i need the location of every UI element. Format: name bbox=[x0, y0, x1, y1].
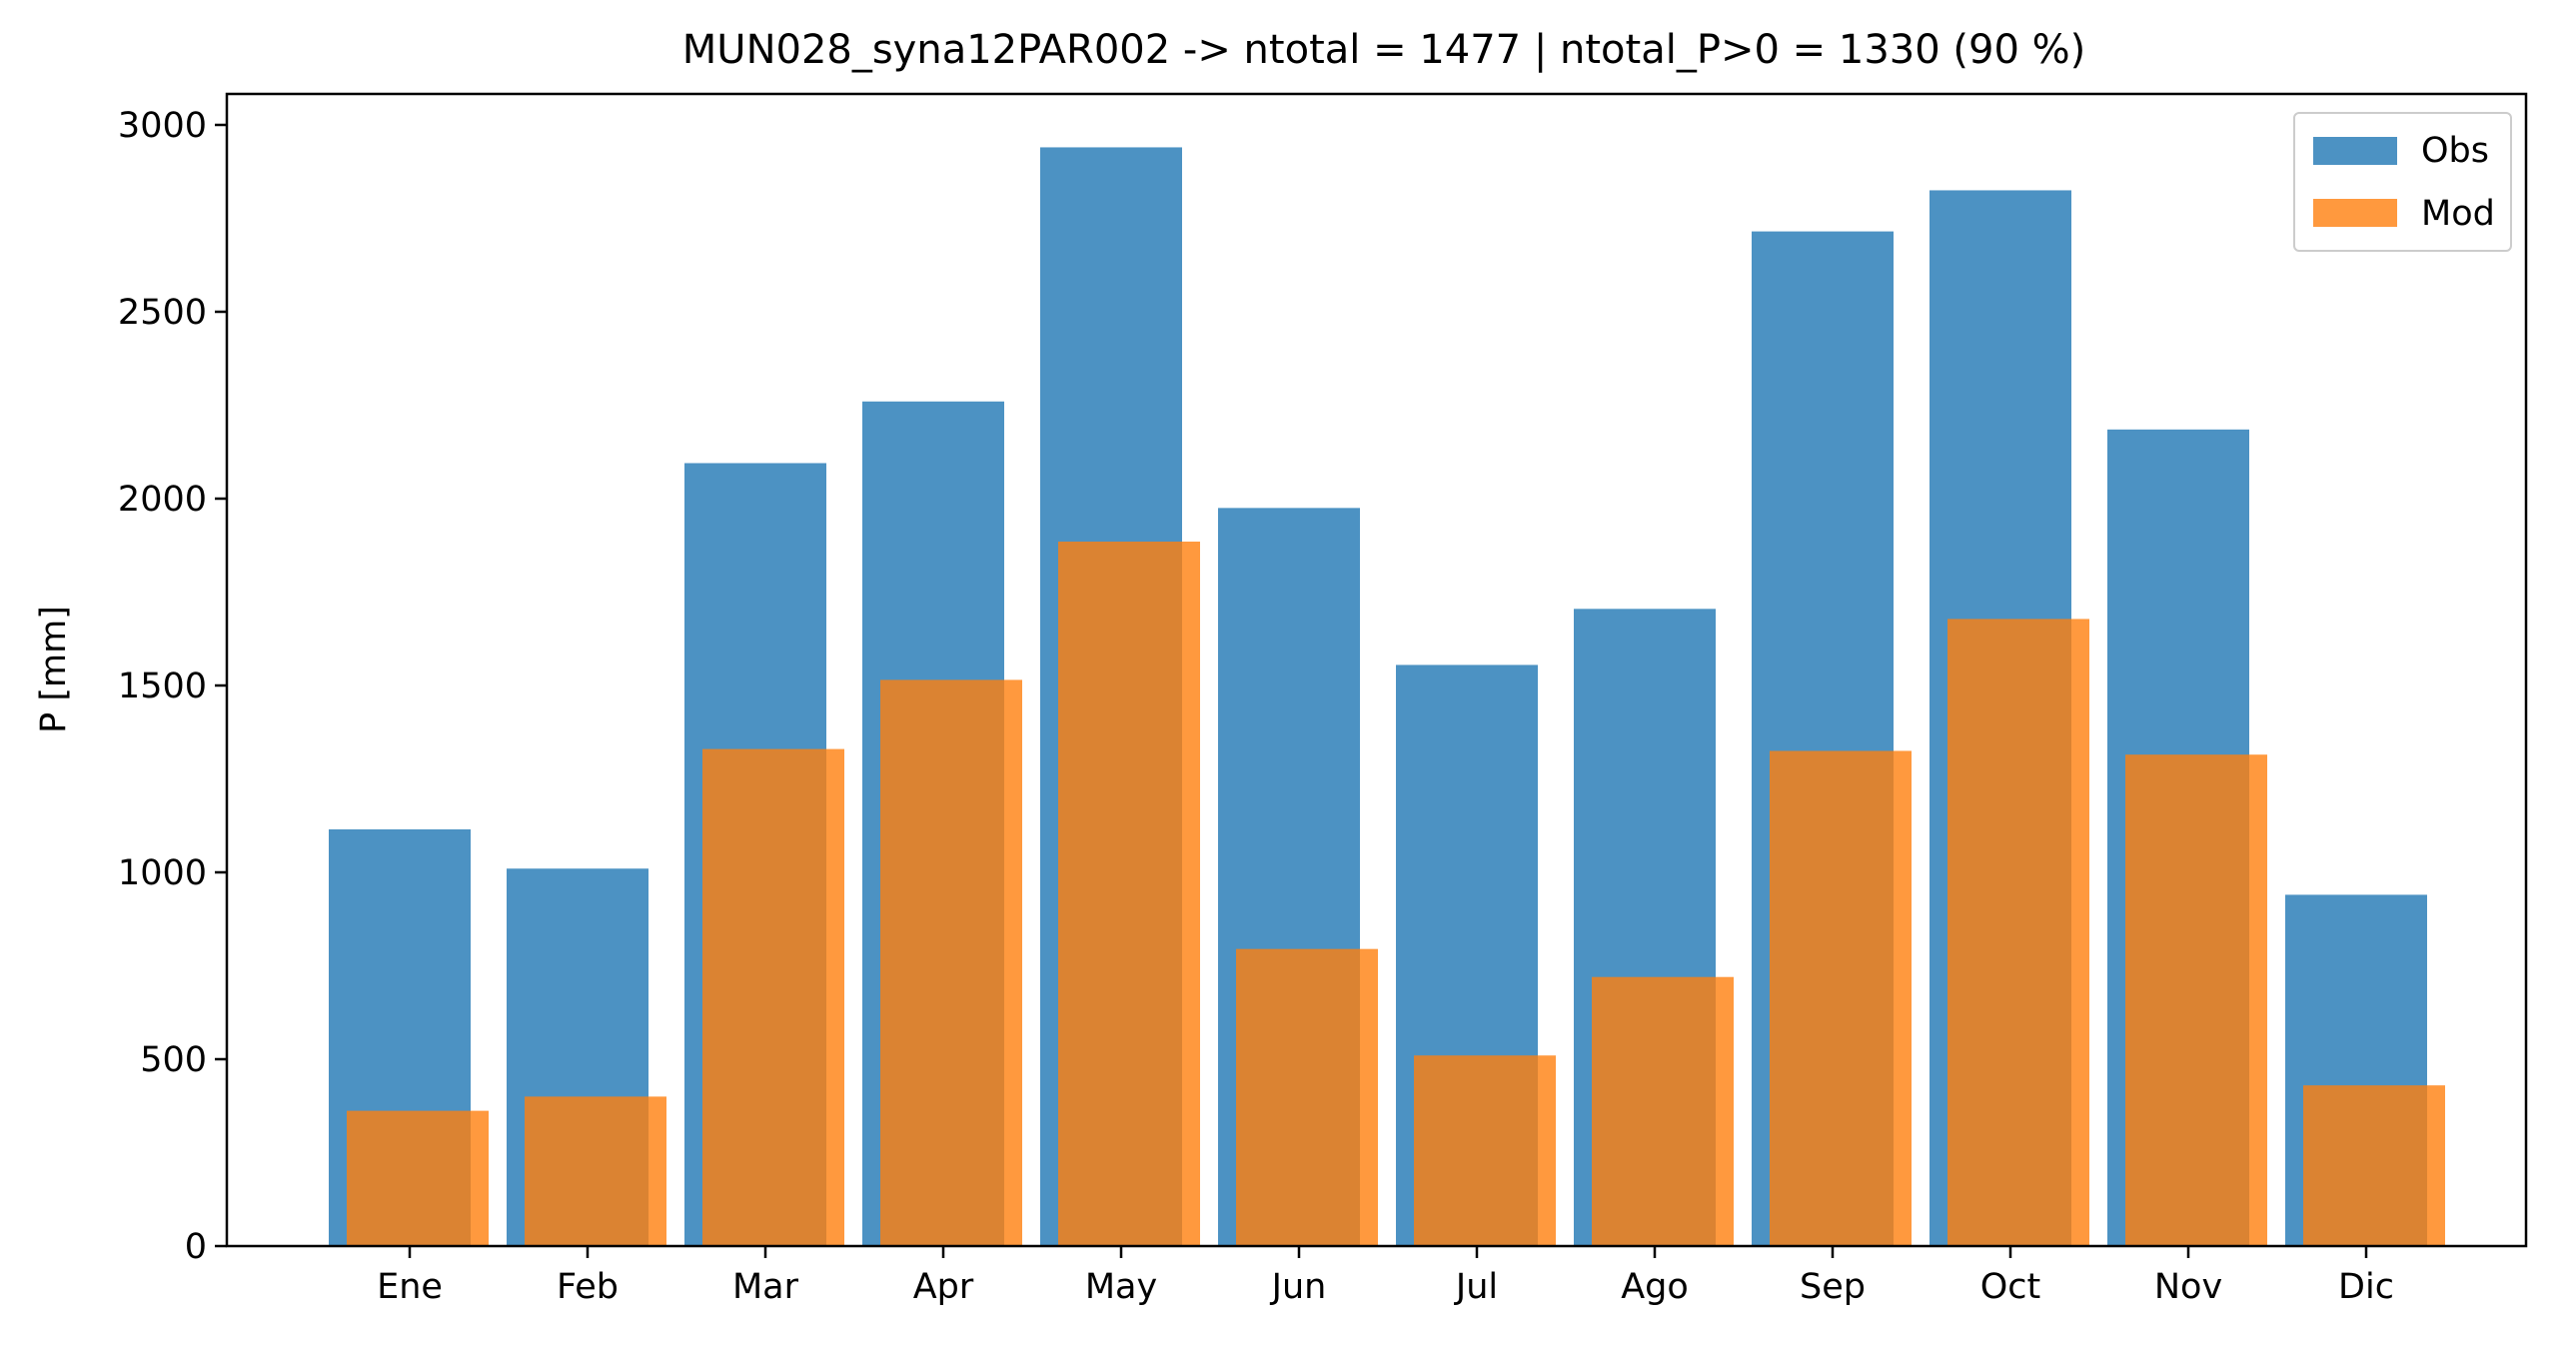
x-axis-ticks: Ene Feb Mar Apr May Jun Jul Ago Sep Oct Nov Dic bbox=[377, 1246, 2394, 1307]
bar-mod-oct bbox=[1947, 619, 2089, 1246]
y-tick-label: 1500 bbox=[118, 667, 207, 706]
x-tick-label: Jun bbox=[1270, 1267, 1327, 1307]
x-tick-label: Sep bbox=[1800, 1267, 1866, 1307]
x-tick-label: May bbox=[1085, 1267, 1157, 1307]
y-tick-label: 1000 bbox=[118, 853, 207, 893]
x-tick-label: Mar bbox=[732, 1267, 799, 1307]
bar-mod-may bbox=[1058, 542, 1200, 1246]
bar-mod-apr bbox=[880, 679, 1022, 1246]
bar-mod-dic bbox=[2303, 1085, 2445, 1246]
bar-mod-feb bbox=[525, 1096, 666, 1246]
y-tick-label: 500 bbox=[140, 1040, 207, 1080]
bar-mod-nov bbox=[2125, 754, 2267, 1246]
bar-mod-ene bbox=[347, 1110, 489, 1246]
x-tick-label: Ene bbox=[377, 1267, 443, 1307]
x-tick-label: Jul bbox=[1454, 1267, 1498, 1307]
y-tick-label: 0 bbox=[185, 1227, 207, 1267]
legend: Obs Mod bbox=[2293, 112, 2512, 252]
bar-mod-sep bbox=[1770, 750, 1912, 1246]
y-tick-label: 2500 bbox=[118, 293, 207, 333]
y-axis-ticks: 0 500 1000 1500 2000 2500 3000 bbox=[118, 106, 227, 1267]
x-tick-label: Ago bbox=[1621, 1267, 1689, 1307]
chart-title: MUN028_syna12PAR002 -> ntotal = 1477 | n… bbox=[682, 27, 2085, 73]
legend-label-mod: Mod bbox=[2421, 194, 2495, 234]
y-axis-label: P [mm] bbox=[34, 606, 74, 733]
bar-mod-mar bbox=[702, 748, 844, 1246]
x-tick-label: Feb bbox=[557, 1267, 619, 1307]
y-tick-label: 2000 bbox=[118, 480, 207, 520]
x-tick-label: Apr bbox=[913, 1267, 974, 1307]
bars bbox=[329, 147, 2445, 1247]
x-tick-label: Dic bbox=[2338, 1267, 2394, 1307]
x-tick-label: Nov bbox=[2154, 1267, 2222, 1307]
bar-mod-jun bbox=[1236, 948, 1378, 1246]
bar-mod-ago bbox=[1592, 976, 1734, 1246]
plot-frame bbox=[225, 92, 2528, 1248]
bar-mod-jul bbox=[1414, 1055, 1556, 1246]
legend-swatch-obs bbox=[2313, 137, 2397, 165]
x-tick-label: Oct bbox=[1980, 1267, 2041, 1307]
legend-swatch-mod bbox=[2313, 199, 2397, 227]
y-tick-label: 3000 bbox=[118, 106, 207, 146]
legend-label-obs: Obs bbox=[2421, 131, 2489, 171]
